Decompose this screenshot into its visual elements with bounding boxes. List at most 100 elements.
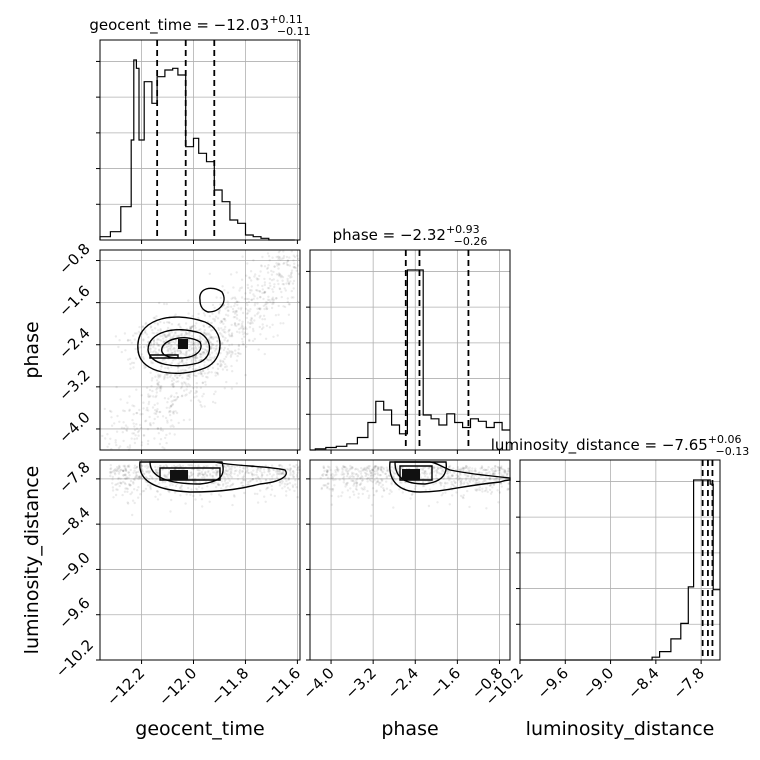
sample-point bbox=[245, 470, 248, 474]
sample-point bbox=[132, 481, 135, 484]
sample-point bbox=[320, 487, 323, 491]
sample-point bbox=[207, 469, 210, 473]
sample-point bbox=[241, 340, 244, 343]
sample-point bbox=[154, 479, 157, 483]
sample-point bbox=[249, 308, 252, 311]
sample-point bbox=[325, 469, 328, 472]
sample-point bbox=[134, 434, 137, 437]
sample-point bbox=[204, 340, 208, 344]
sample-point bbox=[233, 310, 236, 313]
sample-point bbox=[166, 373, 169, 376]
sample-point bbox=[333, 474, 336, 477]
sample-point bbox=[230, 364, 233, 368]
sample-point bbox=[189, 365, 192, 369]
sample-point bbox=[161, 429, 164, 432]
sample-point bbox=[141, 332, 144, 336]
sample-point bbox=[278, 481, 281, 484]
sample-point bbox=[216, 363, 219, 366]
sample-point bbox=[254, 273, 257, 276]
sample-point bbox=[168, 406, 171, 409]
sample-point bbox=[206, 333, 210, 336]
sample-point bbox=[229, 467, 232, 471]
sample-point bbox=[158, 386, 161, 390]
sample-point bbox=[220, 333, 223, 336]
sample-point bbox=[272, 278, 275, 281]
sample-point bbox=[168, 470, 171, 474]
sample-point bbox=[223, 366, 227, 369]
sample-point bbox=[165, 465, 169, 468]
sample-point bbox=[211, 474, 214, 478]
sample-point bbox=[440, 481, 443, 485]
sample-point bbox=[258, 307, 261, 311]
sample-point bbox=[144, 331, 147, 335]
sample-point bbox=[219, 296, 222, 299]
sample-point bbox=[123, 473, 127, 477]
sample-point bbox=[126, 465, 129, 468]
sample-point bbox=[489, 478, 492, 481]
sample-point bbox=[471, 467, 474, 470]
sample-point bbox=[230, 305, 233, 308]
hist-bin-geocent-time bbox=[144, 82, 152, 240]
title-luminosity-distance: luminosity_distance = −7.65+0.06 −0.13 bbox=[491, 433, 749, 458]
sample-point bbox=[129, 362, 132, 366]
sample-point bbox=[214, 390, 217, 393]
sample-point bbox=[143, 434, 146, 437]
sample-point bbox=[159, 339, 163, 342]
sample-point bbox=[376, 468, 379, 471]
sample-point bbox=[205, 474, 208, 477]
sample-point bbox=[278, 473, 281, 476]
sample-point bbox=[451, 473, 454, 476]
sample-point bbox=[378, 474, 382, 477]
sample-point bbox=[242, 467, 246, 470]
sample-point bbox=[169, 510, 172, 513]
sample-point bbox=[377, 483, 381, 486]
sample-point bbox=[245, 327, 248, 331]
sample-point bbox=[214, 336, 218, 339]
sample-point bbox=[469, 469, 472, 472]
sample-point bbox=[377, 473, 380, 476]
sample-point bbox=[191, 472, 195, 476]
sample-point bbox=[133, 464, 137, 467]
sample-point bbox=[268, 469, 271, 472]
sample-point bbox=[187, 375, 191, 378]
sample-point bbox=[213, 349, 217, 352]
sample-point bbox=[109, 467, 113, 470]
sample-point bbox=[382, 488, 386, 492]
sample-point bbox=[227, 303, 230, 306]
sample-point bbox=[256, 302, 259, 305]
sample-point bbox=[281, 257, 284, 260]
sample-point bbox=[443, 485, 446, 488]
sample-point bbox=[241, 320, 244, 323]
sample-point bbox=[188, 464, 192, 467]
sample-point bbox=[128, 409, 131, 412]
sample-point bbox=[220, 480, 223, 483]
sample-point bbox=[275, 255, 278, 259]
sample-point bbox=[201, 381, 205, 384]
sample-point bbox=[219, 495, 223, 498]
sample-point bbox=[373, 465, 376, 469]
sample-point bbox=[165, 406, 168, 409]
sample-point bbox=[449, 476, 452, 480]
sample-point bbox=[199, 494, 202, 497]
sample-point bbox=[219, 464, 222, 467]
sample-point bbox=[174, 352, 177, 355]
sample-point bbox=[191, 464, 194, 468]
sample-point bbox=[135, 471, 138, 474]
sample-point bbox=[166, 347, 170, 351]
sample-point bbox=[235, 310, 238, 313]
sample-point bbox=[250, 298, 253, 302]
sample-point bbox=[216, 371, 219, 374]
sample-point bbox=[210, 468, 214, 471]
sample-point bbox=[279, 322, 282, 325]
sample-point bbox=[461, 496, 464, 499]
sample-point bbox=[246, 311, 249, 315]
sample-point bbox=[156, 498, 160, 501]
sample-point bbox=[278, 287, 282, 291]
sample-point bbox=[268, 326, 272, 329]
sample-point bbox=[264, 478, 267, 482]
sample-point bbox=[210, 356, 214, 359]
sample-point bbox=[118, 465, 121, 468]
sample-point bbox=[170, 344, 173, 347]
sample-point bbox=[256, 289, 259, 292]
sample-point bbox=[341, 470, 344, 474]
